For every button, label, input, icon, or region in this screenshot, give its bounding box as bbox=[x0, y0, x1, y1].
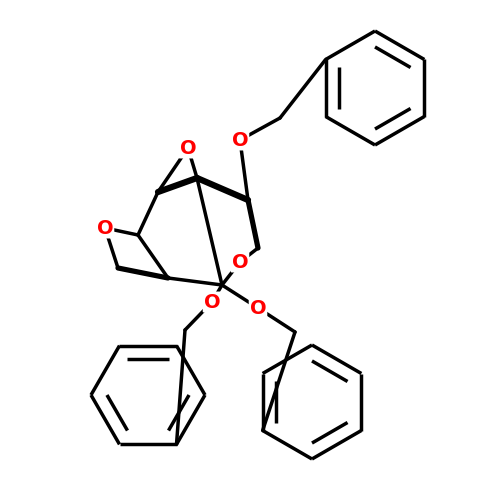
Text: O: O bbox=[250, 298, 266, 318]
Text: O: O bbox=[232, 130, 248, 150]
Text: O: O bbox=[180, 138, 196, 158]
Text: O: O bbox=[96, 218, 114, 238]
Text: O: O bbox=[204, 292, 220, 312]
Text: O: O bbox=[232, 252, 248, 272]
